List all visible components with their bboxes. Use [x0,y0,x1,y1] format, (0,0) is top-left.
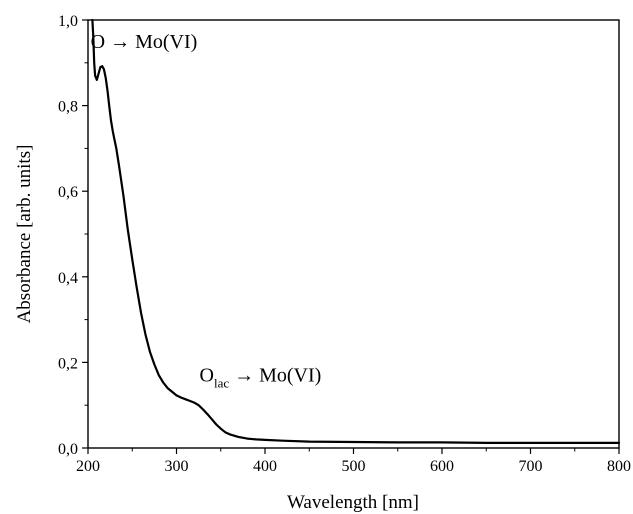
x-tick-label: 200 [76,458,100,475]
x-axis-title: Wavelength [nm] [287,492,419,513]
plot-layer [91,18,621,444]
annotation-olac-sub: lac [214,376,229,391]
x-tick-label: 400 [253,458,277,475]
y-tick-label: 0,0 [58,441,78,458]
x-tick-label: 500 [342,458,366,475]
y-tick-label: 0,6 [58,184,78,201]
x-axis: 200 300 400 500 600 700 800 [76,448,631,475]
x-tick-label: 700 [519,458,543,475]
y-tick-label: 0,2 [58,355,78,372]
x-tick-label: 300 [165,458,189,475]
y-tick-label: 0,4 [58,270,78,287]
x-tick-label: 800 [607,458,631,475]
plot-frame [87,19,620,449]
annotation-olac-rest: → Mo(VI) [229,365,321,387]
absorbance-series-line [91,18,621,444]
annotation-olac-main: O [200,365,214,387]
y-tick-label: 1,0 [58,13,78,30]
annotation-olac-mo: Olac → Mo(VI) [200,365,322,391]
annotation-o-mo: O → Mo(VI) [91,31,198,53]
y-axis: 0,0 0,2 0,4 0,6 0,8 1,0 [58,13,88,458]
x-tick-label: 600 [430,458,454,475]
y-tick-label: 0,8 [58,99,78,116]
y-axis-title: Absorbance [arb. units] [14,145,35,324]
